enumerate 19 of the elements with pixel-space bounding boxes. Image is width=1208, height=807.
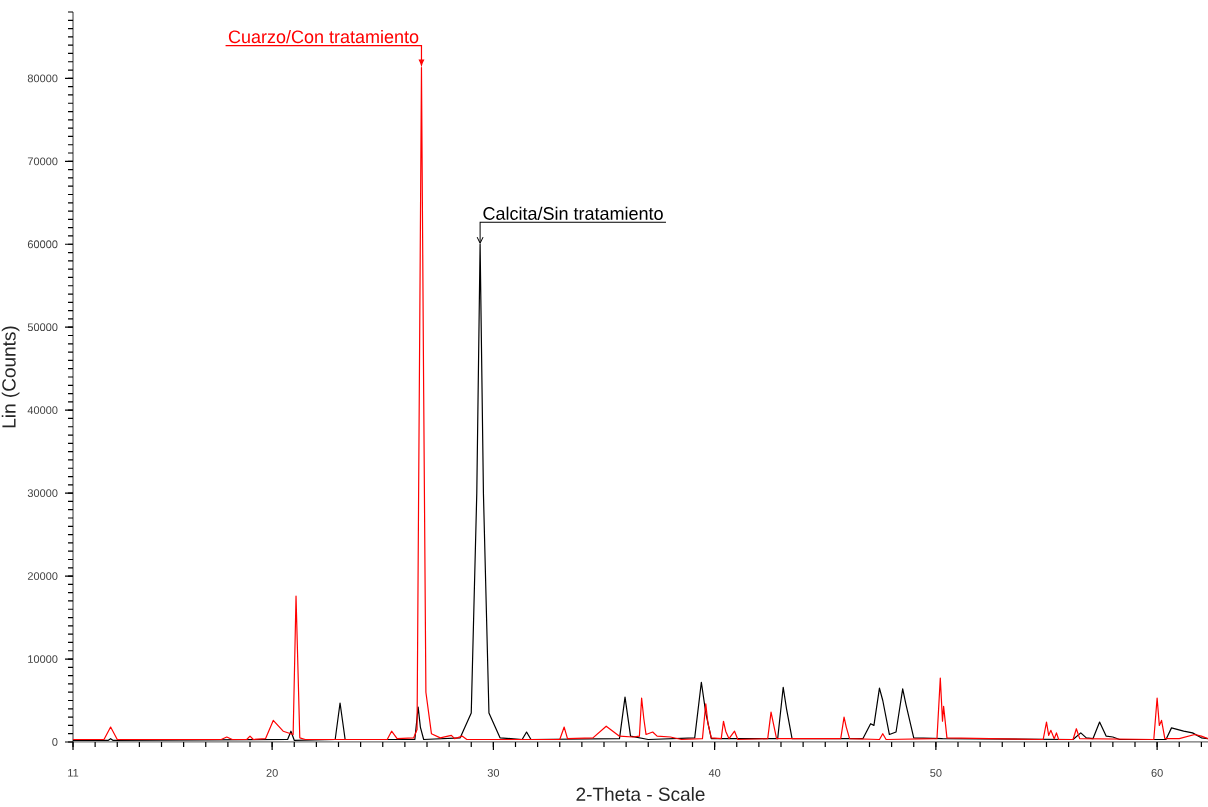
y-tick-label: 40000 bbox=[27, 406, 58, 415]
x-axis-title: 2-Theta - Scale bbox=[576, 787, 705, 801]
y-tick-label: 50000 bbox=[27, 323, 58, 332]
y-tick-label: 30000 bbox=[27, 489, 58, 498]
x-tick-label: 50 bbox=[930, 769, 942, 777]
y-tick-label: 70000 bbox=[27, 157, 58, 166]
x-tick-label: 11 bbox=[68, 769, 79, 777]
x-tick-label: 30 bbox=[487, 769, 500, 777]
annotation: Calcita/Sin tratamiento bbox=[483, 206, 663, 220]
x-tick-label: 60 bbox=[1151, 769, 1163, 777]
annotation: Cuarzo/Con tratamiento bbox=[228, 29, 419, 44]
x-tick-label: 40 bbox=[708, 769, 721, 777]
y-tick-label: 10000 bbox=[28, 655, 58, 663]
y-tick-label: 60000 bbox=[27, 240, 58, 249]
y-tick-label: 80000 bbox=[27, 74, 58, 83]
y-tick-label: 20000 bbox=[27, 572, 58, 580]
x-tick-label: 20 bbox=[266, 769, 278, 777]
y-axis-title: Lin (Counts) bbox=[1, 326, 20, 428]
y-tick-label: 0 bbox=[52, 738, 58, 746]
